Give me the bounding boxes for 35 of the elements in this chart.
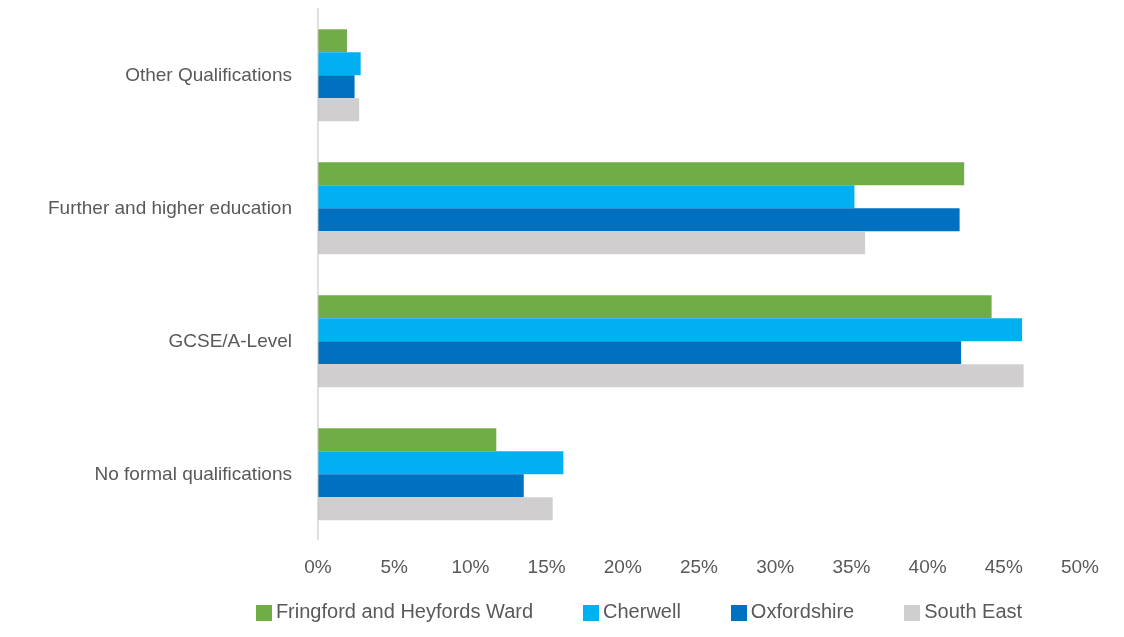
bar bbox=[318, 52, 361, 76]
legend-label: Fringford and Heyfords Ward bbox=[275, 600, 534, 622]
bar bbox=[318, 208, 960, 232]
legend-label: Oxfordshire bbox=[750, 600, 855, 622]
bar bbox=[318, 497, 553, 521]
legend-label: Cherwell bbox=[603, 600, 681, 622]
bar bbox=[318, 185, 855, 209]
bar bbox=[318, 29, 347, 53]
y-tick-label: No formal qualifications bbox=[94, 463, 292, 485]
x-tick-label: 25% bbox=[679, 556, 719, 578]
x-tick-label: 15% bbox=[527, 556, 566, 578]
x-tick-label: 10% bbox=[451, 556, 490, 578]
bar bbox=[318, 428, 497, 452]
x-tick-label: 40% bbox=[908, 556, 947, 578]
y-tick-label: Further and higher education bbox=[48, 197, 292, 219]
x-tick-label: 35% bbox=[832, 556, 871, 578]
bar bbox=[318, 295, 992, 319]
bar bbox=[318, 341, 962, 365]
bar bbox=[318, 364, 1024, 388]
bar bbox=[318, 474, 524, 498]
x-tick-label: 5% bbox=[380, 556, 409, 578]
y-tick-label: GCSE/A-Level bbox=[168, 330, 292, 352]
x-tick-label: 45% bbox=[984, 556, 1023, 578]
bar bbox=[318, 318, 1023, 342]
bar bbox=[318, 451, 564, 475]
y-tick-label: Other Qualifications bbox=[125, 64, 292, 86]
legend-label: South East bbox=[924, 600, 1023, 622]
x-tick-label: 50% bbox=[1060, 556, 1100, 578]
x-tick-label: 30% bbox=[756, 556, 795, 578]
bar bbox=[318, 75, 355, 99]
x-tick-label: 0% bbox=[304, 556, 332, 578]
bar bbox=[318, 98, 360, 122]
bar bbox=[318, 162, 965, 186]
bar bbox=[318, 231, 866, 255]
x-tick-label: 20% bbox=[603, 556, 642, 578]
